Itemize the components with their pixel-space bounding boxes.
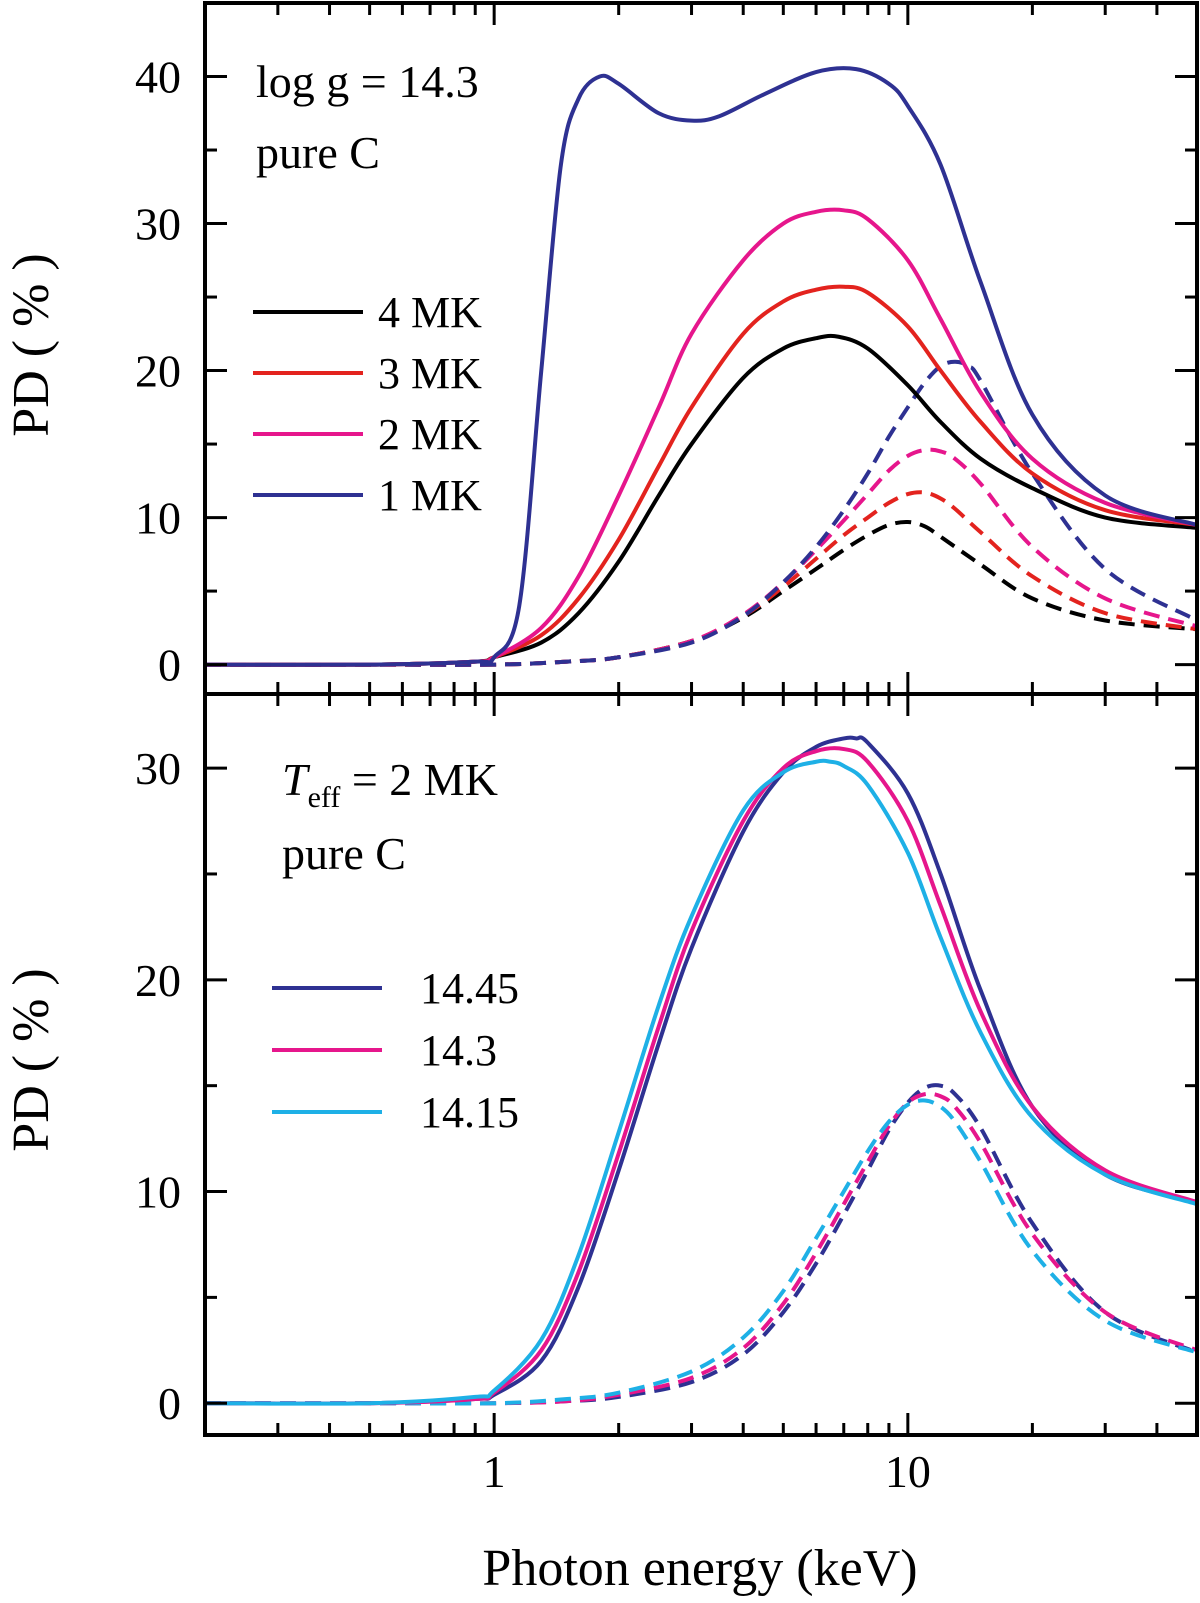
teff-subscript: eff <box>308 781 341 814</box>
plot-frame <box>203 1 1199 1437</box>
teff-value: = 2 MK <box>340 754 498 805</box>
top-annotation-line1: log g = 14.3 <box>256 56 479 107</box>
y-tick-label: 20 <box>135 955 181 1006</box>
teff-symbol: T <box>282 754 311 805</box>
y-tick-label: 20 <box>135 346 181 397</box>
top-annotation-line2: pure C <box>256 127 380 178</box>
legend-label: 4 MK <box>378 288 482 337</box>
series-line-3-mk <box>205 284 1197 667</box>
top-ticks: 0 10 20 30 40 <box>135 1 1199 694</box>
top-legend: 4 MK 3 MK 2 MK 1 MK <box>253 288 482 520</box>
bottom-ticks: 1 10 0 10 20 30 <box>135 694 1199 1497</box>
legend-label: 14.3 <box>420 1026 497 1075</box>
bottom-annotation-line2: pure C <box>282 828 406 879</box>
series-line-14.15 <box>205 758 1197 1406</box>
bottom-curves <box>205 735 1197 1406</box>
legend-label: 1 MK <box>378 471 482 520</box>
bottom-ylabel: PD ( % ) <box>3 968 60 1151</box>
series-line-dashed-4 <box>205 519 1197 667</box>
x-tick-label: 10 <box>885 1446 931 1497</box>
series-line-1-mk <box>205 66 1197 667</box>
x-tick-label: 1 <box>483 1446 506 1497</box>
legend-label: 3 MK <box>378 349 482 398</box>
x-axis-title: Photon energy (keV) <box>482 1540 917 1597</box>
top-curves <box>205 66 1197 667</box>
series-line-dashed-7 <box>205 359 1197 667</box>
series-line-dashed-5 <box>205 490 1197 667</box>
y-tick-label: 30 <box>135 199 181 250</box>
y-tick-label: 30 <box>135 743 181 794</box>
bottom-annotation-line1: Teff = 2 MK <box>282 754 498 814</box>
series-line-dashed-5 <box>205 1098 1197 1406</box>
y-tick-label: 0 <box>158 1378 181 1429</box>
y-tick-label: 0 <box>158 640 181 691</box>
y-tick-label: 40 <box>135 52 181 103</box>
bottom-legend: 14.45 14.3 14.15 <box>272 964 519 1137</box>
y-tick-label: 10 <box>135 493 181 544</box>
series-line-14.45 <box>205 735 1197 1406</box>
panel-top: 0 10 20 30 40 log g = 14.3 pure C 4 MK 3 MK 2 … <box>3 1 1199 694</box>
top-ylabel: PD ( % ) <box>3 253 60 436</box>
legend-label: 14.15 <box>420 1088 519 1137</box>
legend-label: 14.45 <box>420 964 519 1013</box>
legend-label: 2 MK <box>378 410 482 459</box>
y-tick-label: 10 <box>135 1167 181 1218</box>
